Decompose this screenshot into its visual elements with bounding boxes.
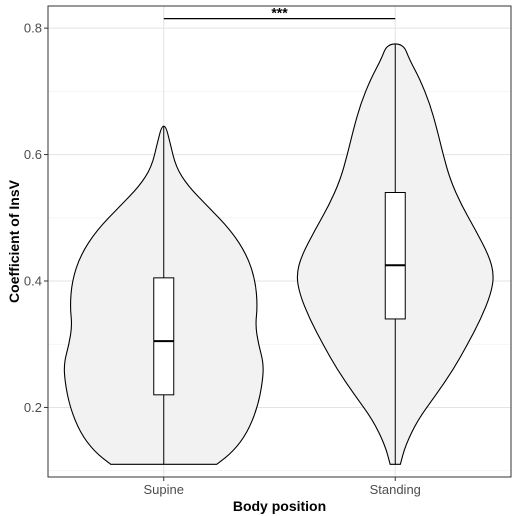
- y-axis-title: Coefficient of InsV: [6, 179, 22, 303]
- box-supine: [153, 277, 175, 396]
- violin-layer: [63, 43, 494, 465]
- y-tick-label: 0.2: [24, 400, 42, 415]
- x-tick-label: Supine: [144, 482, 184, 497]
- box-standing: [384, 192, 406, 320]
- axis-layer: 0.2 0.4 0.6 0.8 Supine Standing: [24, 5, 512, 497]
- x-axis-title: Body position: [233, 498, 326, 514]
- panel-border: [47, 5, 512, 478]
- x-tick-label: Standing: [370, 482, 421, 497]
- y-tick-label: 0.4: [24, 274, 42, 289]
- y-tick-label: 0.8: [24, 21, 42, 36]
- box-layer: [153, 43, 406, 465]
- significance-annotation: ***: [163, 5, 396, 21]
- significance-stars: ***: [271, 5, 288, 21]
- y-tick-label: 0.6: [24, 147, 42, 162]
